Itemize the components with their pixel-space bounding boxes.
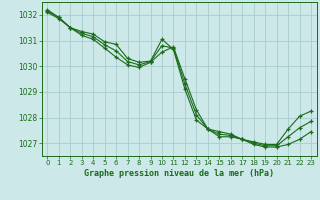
X-axis label: Graphe pression niveau de la mer (hPa): Graphe pression niveau de la mer (hPa): [84, 169, 274, 178]
